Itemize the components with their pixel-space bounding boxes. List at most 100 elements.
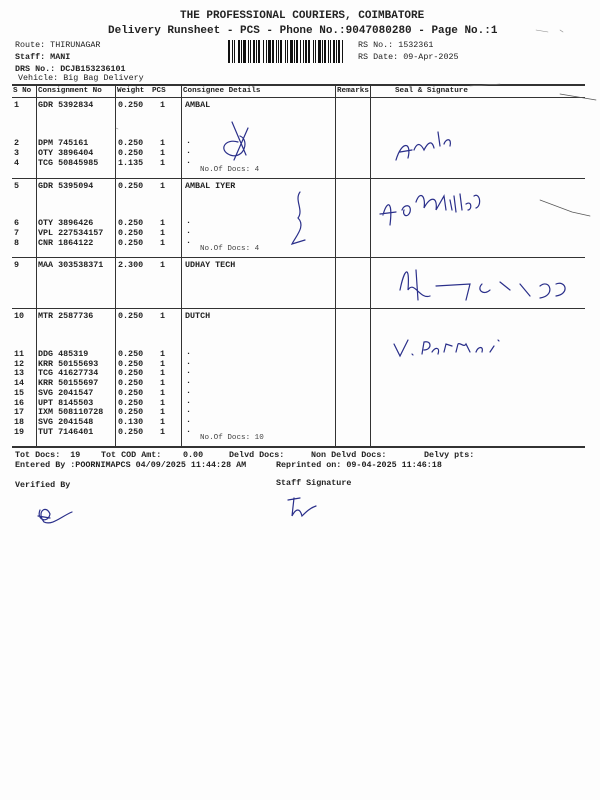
blank-detail-dot: .: [186, 366, 192, 377]
column-rule: [115, 84, 116, 446]
route: Route: THIRUNAGAR: [15, 40, 101, 50]
barcode-bar: [266, 40, 267, 63]
weight: 0.250: [118, 426, 144, 437]
consignment-no: KRR 50155693: [38, 358, 99, 369]
barcode-bar: [287, 40, 288, 63]
consignment-no: DPM 745161: [38, 138, 89, 148]
weight: 1.135: [118, 158, 144, 168]
s-no: 3: [14, 148, 20, 158]
barcode-bar: [318, 40, 321, 63]
s-no: 19: [14, 426, 25, 437]
s-no: 17: [14, 407, 25, 418]
weight: 0.250: [118, 238, 144, 248]
pcs: 1: [160, 311, 166, 321]
consignee-name: UDHAY TECH: [185, 260, 236, 270]
s-no: 2: [14, 138, 20, 148]
column-rule: [36, 84, 37, 446]
tot-cod-value: 0.00: [183, 450, 204, 460]
blank-detail-dot: .: [186, 385, 192, 396]
non-delvd-docs: Non Delvd Docs:: [311, 450, 387, 460]
rs-no: RS No.: 1532361: [358, 40, 434, 50]
barcode-bar: [328, 40, 329, 63]
weight: 0.250: [118, 368, 144, 379]
no-of-docs: No.Of Docs: 4: [200, 166, 260, 174]
s-no: 9: [14, 260, 20, 270]
barcode-bar: [253, 40, 255, 63]
table-rule: [12, 257, 585, 258]
table-rule: [12, 178, 585, 179]
barcode-bar: [232, 40, 233, 63]
blank-detail-dot: .: [186, 424, 192, 435]
consignment-no: OTY 3896404: [38, 148, 94, 158]
pcs: 1: [160, 387, 166, 398]
barcode-bar: [315, 40, 316, 63]
consignment-no: VPL 227534157: [38, 228, 104, 238]
barcode-bar: [248, 40, 249, 63]
barcode-bar: [322, 40, 323, 63]
pcs: 1: [160, 407, 166, 418]
weight: 0.250: [118, 138, 144, 148]
barcode-bar: [241, 40, 242, 63]
s-no: 18: [14, 416, 25, 427]
s-no: 6: [14, 218, 20, 228]
pcs: 1: [160, 218, 166, 228]
blank-detail-dot: .: [186, 156, 192, 166]
company-title: THE PROFESSIONAL COURIERS, COIMBATORE: [180, 10, 425, 22]
consignment-no: CNR 1864122: [38, 238, 94, 248]
s-no: 12: [14, 358, 25, 369]
weight: 0.130: [118, 416, 144, 427]
barcode-bar: [303, 40, 304, 63]
consignment-no: TCG 41627734: [38, 368, 99, 379]
barcode-bar: [336, 40, 337, 63]
table-rule: [12, 97, 585, 98]
s-no: 13: [14, 368, 25, 379]
weight: 2.300: [118, 260, 144, 270]
weight: 0.250: [118, 100, 144, 110]
pcs: 1: [160, 368, 166, 379]
s-no: 1: [14, 100, 20, 110]
pcs: 1: [160, 100, 166, 110]
barcode-bar: [342, 40, 343, 63]
pcs: 1: [160, 148, 166, 158]
table-rule: [12, 308, 585, 309]
weight: 0.250: [118, 311, 144, 321]
barcode-bar: [258, 40, 260, 63]
blank-detail-dot: .: [186, 376, 192, 387]
s-no: 7: [14, 228, 20, 238]
weight: 0.250: [118, 378, 144, 389]
verified-by-label: Verified By: [15, 480, 71, 490]
pcs: 1: [160, 260, 166, 270]
consignment-no: MAA 303538371: [38, 260, 104, 270]
s-no: 10: [14, 311, 25, 321]
barcode-bar: [330, 40, 331, 63]
s-no: 14: [14, 378, 25, 389]
blank-detail-dot: .: [186, 136, 192, 146]
column-rule: [370, 84, 371, 446]
pcs: 1: [160, 138, 166, 148]
barcode-bar: [296, 40, 298, 63]
pcs: 1: [160, 397, 166, 408]
pcs: 1: [160, 158, 166, 168]
tot-docs: Tot Docs: 19: [15, 450, 81, 460]
pcs: 1: [160, 228, 166, 238]
s-no: 5: [14, 181, 20, 191]
consignment-no: MTR 2587736: [38, 311, 94, 321]
table-rule: [12, 446, 585, 448]
staff-signature-label: Staff Signature: [276, 478, 352, 488]
entered-by: Entered By :POORNIMAPCS 04/09/2025 11:44…: [15, 460, 247, 470]
rs-date: RS Date: 09-Apr-2025: [358, 52, 459, 62]
column-header: Seal & Signature: [395, 87, 468, 95]
runsheet-subtitle: Delivery Runsheet - PCS - Phone No.:9047…: [108, 25, 498, 37]
column-header: Consignee Details: [183, 87, 261, 95]
barcode-bar: [308, 40, 310, 63]
blank-detail-dot: .: [186, 236, 192, 246]
barcode-bar: [313, 40, 314, 63]
consignee-name: AMBAL: [185, 100, 211, 110]
weight: 0.250: [118, 397, 144, 408]
barcode-bar: [228, 40, 230, 63]
tot-cod-label: Tot COD Amt:: [101, 450, 162, 460]
s-no: 11: [14, 349, 25, 359]
barcode-bar: [243, 40, 246, 63]
